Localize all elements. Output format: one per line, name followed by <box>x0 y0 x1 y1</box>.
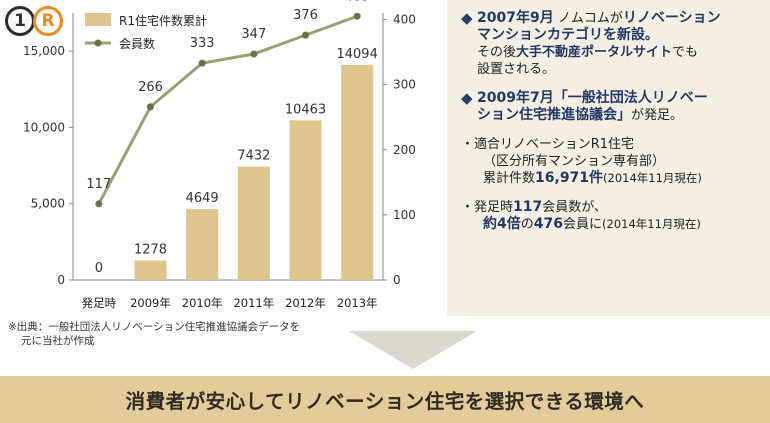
item-text: （区分所有マンション専有部） <box>483 154 666 169</box>
left-tick-label: 0 <box>57 273 65 287</box>
data-labels: 0 1278 4649 7432 10463 14094 117 266 333 347 376 40… <box>86 0 377 276</box>
item-text: でも <box>672 45 699 60</box>
info-item-count: ・適合リノベーションR1住宅 （区分所有マンション専有部） 累計件数16,971… <box>461 136 764 187</box>
line-point <box>198 59 206 67</box>
left-tick-label: 10,000 <box>23 120 65 134</box>
info-item-association: ◆ 2009年7月「一般社団法人リノベー ション住宅推進協議会」が発足。 <box>461 90 764 124</box>
line-series <box>95 12 361 208</box>
left-tick-label: 15,000 <box>23 44 65 58</box>
bar-value-label: 7432 <box>237 149 270 164</box>
right-tick-label: 300 <box>393 78 416 92</box>
item-highlight: 476 <box>533 216 563 232</box>
legend-label: R1住宅件数累計 <box>119 13 207 28</box>
item-highlight: リノベーション <box>622 10 721 26</box>
item-text: の <box>520 217 534 232</box>
chart-axes: 0 5,000 10,000 15,000 0 100 200 300 400 発足時 2009年 2… <box>23 13 416 310</box>
conclusion-banner: 消費者が安心してリノベーション住宅を選択できる環境へ <box>0 376 770 423</box>
info-item-category: ◆ 2007年9月 ノムコムがリノベーション マンションカテゴリを新設。 その後… <box>461 10 764 78</box>
item-highlight: 117 <box>513 199 543 215</box>
line-value-label: 376 <box>293 8 318 23</box>
line-point <box>147 103 154 111</box>
line-point <box>302 31 309 39</box>
item-date: 2007年9月 <box>477 10 554 26</box>
item-text: 。 <box>645 28 659 43</box>
legend-swatch-bar <box>85 13 111 26</box>
x-tick-label: 2009年 <box>130 296 171 310</box>
line-point <box>95 200 103 208</box>
bar <box>341 64 374 281</box>
down-arrow-icon <box>349 331 477 369</box>
item-text: ・発足時 <box>461 200 514 215</box>
x-tick-label: 2011年 <box>233 296 274 310</box>
chart: 0 5,000 10,000 15,000 0 100 200 300 400 発足時 2009年 2… <box>23 0 416 310</box>
x-tick-label: 2010年 <box>182 296 223 310</box>
legend-swatch-point <box>94 39 102 47</box>
item-date-note: (2014年11月現在) <box>602 217 701 231</box>
item-text: ノムコムが <box>553 11 623 26</box>
item-text: 会員に <box>563 217 603 232</box>
bar <box>134 260 167 280</box>
source-note-line: 元に当社が作成 <box>21 335 95 347</box>
item-highlight: 約4倍 <box>483 216 521 232</box>
item-text: 累計件数 <box>483 171 536 186</box>
bar <box>289 120 322 280</box>
step-number: 1 <box>14 11 26 31</box>
item-date-note: (2014年11月現在) <box>603 171 702 185</box>
bar-value-label: 10463 <box>285 102 326 117</box>
line-value-label: 405 <box>345 0 370 4</box>
right-tick-label: 0 <box>393 273 401 287</box>
line-value-label: 266 <box>138 80 163 95</box>
bar <box>237 166 270 280</box>
item-text: が発足。 <box>631 108 684 123</box>
bar <box>186 209 219 280</box>
item-date: 2009年7月 <box>477 90 554 106</box>
diamond-bullet-icon: ◆ <box>461 9 473 27</box>
legend-label: 会員数 <box>119 36 155 51</box>
source-note: ※出典：一般社団法人リノベーション住宅推進協議会データを 元に当社が作成 <box>8 320 300 348</box>
item-text: その後 <box>477 45 517 60</box>
item-highlight: マンションカテゴリを新設 <box>477 27 645 43</box>
line-value-label: 333 <box>190 36 215 51</box>
diamond-bullet-icon: ◆ <box>461 89 473 107</box>
bar-series <box>134 64 374 281</box>
right-tick-label: 100 <box>393 208 416 222</box>
item-text: 設置される。 <box>477 62 556 77</box>
line-value-label: 117 <box>86 177 111 192</box>
r-logo-letter: R <box>41 11 55 31</box>
item-text: ・適合リノベーションR1住宅 <box>461 137 635 152</box>
item-highlight: 16,971件 <box>535 170 604 186</box>
info-panel: ◆ 2007年9月 ノムコムがリノベーション マンションカテゴリを新設。 その後… <box>447 0 770 316</box>
x-tick-label: 2013年 <box>337 296 378 310</box>
line-point <box>250 50 258 58</box>
bar-value-label: 14094 <box>336 47 377 62</box>
line-point <box>353 12 361 20</box>
bar-value-label: 4649 <box>186 191 219 206</box>
r-logo-icon: R <box>33 6 63 36</box>
bar-value-label: 0 <box>95 261 103 276</box>
left-tick-label: 5,000 <box>31 197 65 211</box>
info-item-members: ・発足時117会員数が、 約4倍の476会員に(2014年11月現在) <box>461 199 764 233</box>
source-note-line: ※出典：一般社団法人リノベーション住宅推進協議会データを <box>8 321 301 333</box>
right-tick-label: 200 <box>393 143 416 157</box>
item-highlight: 大手不動産ポータルサイト <box>516 45 673 60</box>
bar-value-label: 1278 <box>134 243 167 258</box>
banner-text: 消費者が安心してリノベーション住宅を選択できる環境へ <box>125 390 645 413</box>
line-value-label: 347 <box>241 27 266 42</box>
members-line <box>97 14 358 205</box>
step-number-badge: 1 <box>5 6 35 36</box>
item-highlight: 「一般社団法人リノベー <box>553 90 708 106</box>
right-tick-label: 400 <box>393 13 416 27</box>
item-highlight: ション住宅推進協議会」 <box>477 107 631 123</box>
x-tick-label: 発足時 <box>82 296 117 310</box>
item-text: 会員数が、 <box>542 200 607 215</box>
x-tick-label: 2012年 <box>285 296 326 310</box>
